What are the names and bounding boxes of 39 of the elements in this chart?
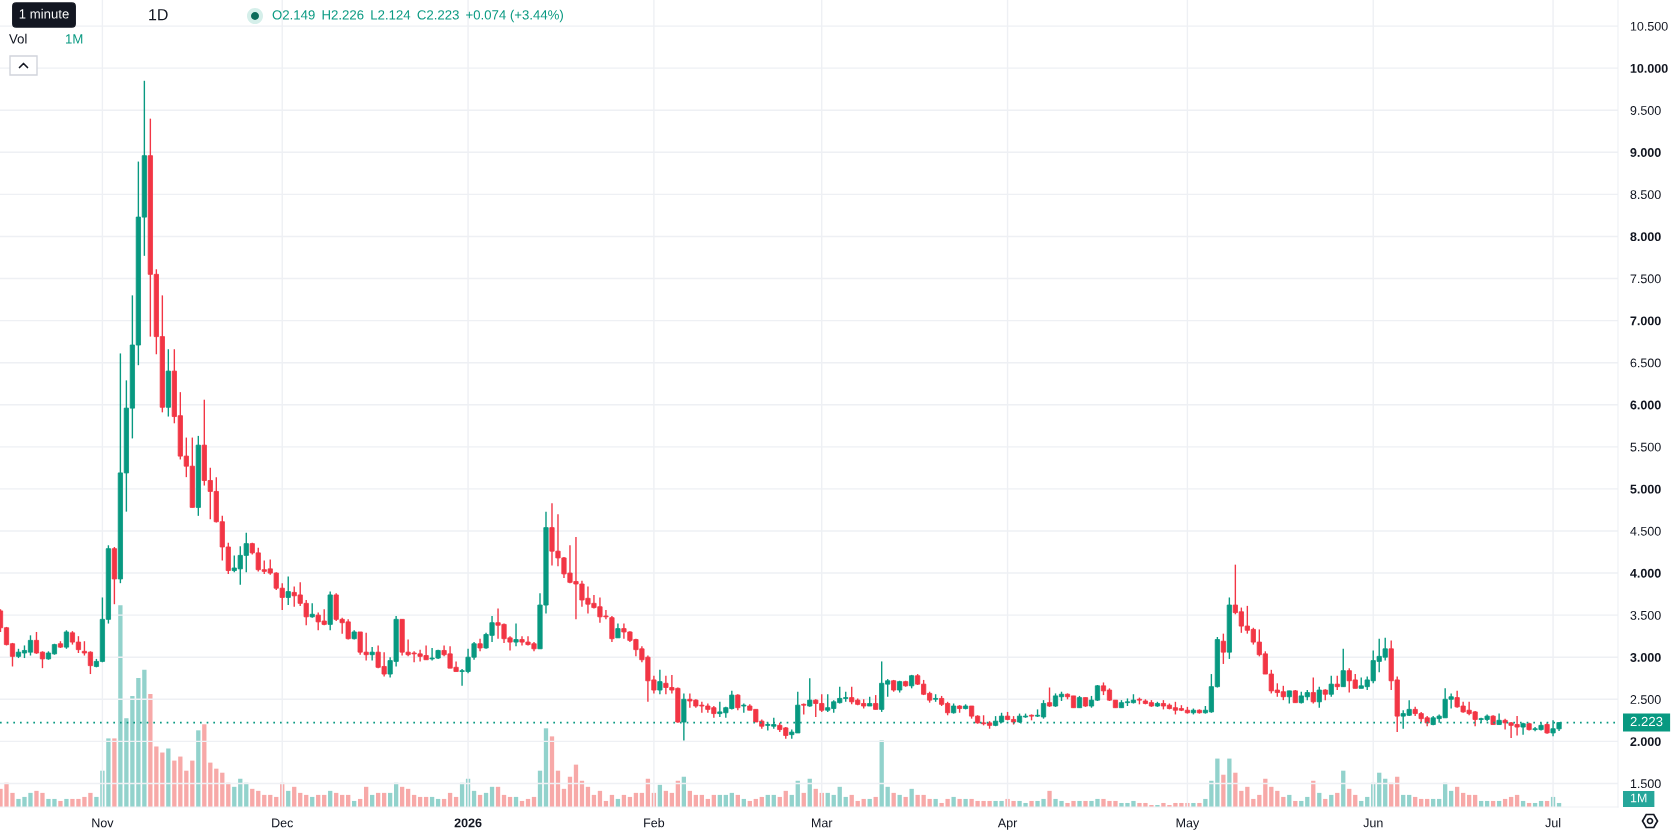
ref-line-label: 2.223 — [1630, 716, 1663, 727]
y-tick-label: 10.000 — [1630, 63, 1668, 73]
y-tick-label: 8.500 — [1630, 190, 1661, 200]
y-tick-label: 7.000 — [1630, 316, 1661, 326]
y-tick-label: 4.500 — [1630, 526, 1661, 536]
x-tick-label: Mar — [812, 818, 833, 828]
y-tick-label: 4.000 — [1630, 568, 1661, 578]
y-tick-label: 9.500 — [1630, 106, 1661, 115]
y-tick-label: 5.500 — [1630, 442, 1661, 452]
y-tick-label: 2.500 — [1630, 695, 1661, 704]
x-tick-label: Jul — [1545, 818, 1561, 828]
x-tick-label: Nov — [92, 818, 114, 828]
x-tick-label: May — [1176, 818, 1200, 830]
x-tick-label: Feb — [644, 818, 665, 828]
y-tick-label: 6.000 — [1630, 400, 1661, 410]
x-tick-label: 2026 — [454, 818, 482, 828]
chart-title: Vol — [9, 33, 27, 44]
x-tick-label: Jun — [1363, 818, 1383, 828]
y-tick-label: 9.000 — [1630, 148, 1661, 157]
text: 1M — [1630, 793, 1647, 803]
y-tick-label: 3.000 — [1630, 653, 1661, 662]
y-tick-label: 10.500 — [1630, 21, 1668, 31]
annotation: C2.223 — [417, 10, 459, 20]
y-tick-label: 5.000 — [1630, 484, 1661, 494]
y-tick-label: 2.000 — [1630, 737, 1661, 747]
y-tick-label: 8.000 — [1630, 232, 1661, 242]
y-tick-label: 6.500 — [1630, 358, 1661, 368]
y-tick-label: 7.500 — [1630, 274, 1661, 284]
annotation: +0.074 (+3.44%) — [466, 9, 563, 23]
x-tick-label: Dec — [272, 818, 294, 828]
annotation: 1M — [66, 34, 83, 44]
y-tick-label: 3.500 — [1630, 610, 1661, 620]
annotation: L2.124 — [371, 10, 411, 20]
chart-title: 1D — [149, 9, 168, 21]
annotation: 1 minute — [19, 8, 69, 19]
annotation: O2.149 — [272, 10, 315, 20]
x-tick-label: Apr — [997, 818, 1018, 830]
annotation: H2.226 — [322, 10, 364, 20]
y-tick-label: 1.500 — [1630, 779, 1661, 789]
